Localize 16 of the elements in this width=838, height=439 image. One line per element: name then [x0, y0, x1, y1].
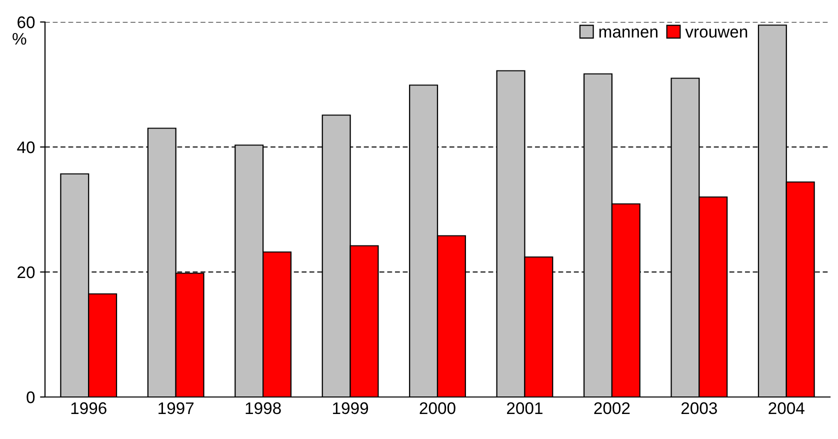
- x-tick-label: 2000: [420, 402, 456, 414]
- y-tick-label: 20: [18, 266, 35, 278]
- y-tick-label: 40: [17, 141, 35, 154]
- x-tick-label: 1999: [333, 402, 368, 414]
- x-tick-label: 2001: [507, 402, 542, 414]
- x-tick-label: 2004: [768, 402, 804, 414]
- x-tick-label: 1996: [71, 402, 106, 414]
- y-tick-label: 60: [18, 16, 35, 28]
- y-tick-label: 0: [26, 391, 35, 404]
- x-tick-label: 1997: [158, 402, 194, 414]
- x-tick-label: 2002: [594, 402, 630, 414]
- legend-label: mannen: [599, 28, 658, 38]
- legend-label: vrouwen: [685, 28, 748, 38]
- x-tick-label: 2003: [681, 402, 717, 414]
- x-tick-label: 1998: [246, 402, 281, 414]
- y-axis-title: %: [12, 32, 26, 45]
